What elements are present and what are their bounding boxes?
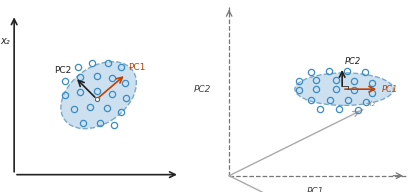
Ellipse shape xyxy=(61,62,136,129)
Text: PC2: PC2 xyxy=(193,85,210,94)
Text: x₂: x₂ xyxy=(0,36,10,46)
Text: PC2: PC2 xyxy=(54,66,72,75)
Text: PC2: PC2 xyxy=(345,57,362,66)
Text: PC1: PC1 xyxy=(382,85,399,94)
Ellipse shape xyxy=(295,73,393,105)
Text: x₂: x₂ xyxy=(366,99,375,108)
Text: PC1: PC1 xyxy=(129,63,146,72)
Text: PC1: PC1 xyxy=(307,187,324,192)
